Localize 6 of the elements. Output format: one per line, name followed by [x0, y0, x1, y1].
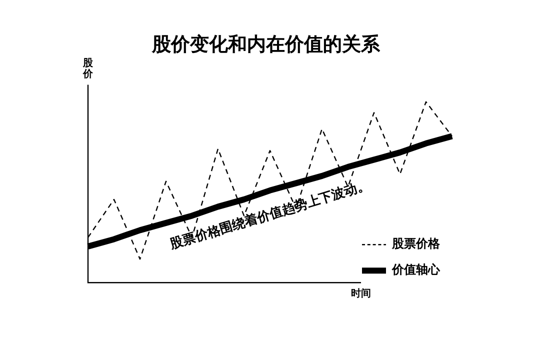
- annotation: 股票价格围绕着价值趋势上下波动。: [167, 176, 372, 253]
- y-axis-title: 股价: [82, 56, 94, 80]
- chart-title: 股价变化和内在价值的关系: [151, 33, 381, 56]
- x-axis-title: 时间: [351, 288, 371, 300]
- legend-label: 股票价格: [391, 236, 441, 251]
- legend-label: 价值轴心: [391, 262, 441, 277]
